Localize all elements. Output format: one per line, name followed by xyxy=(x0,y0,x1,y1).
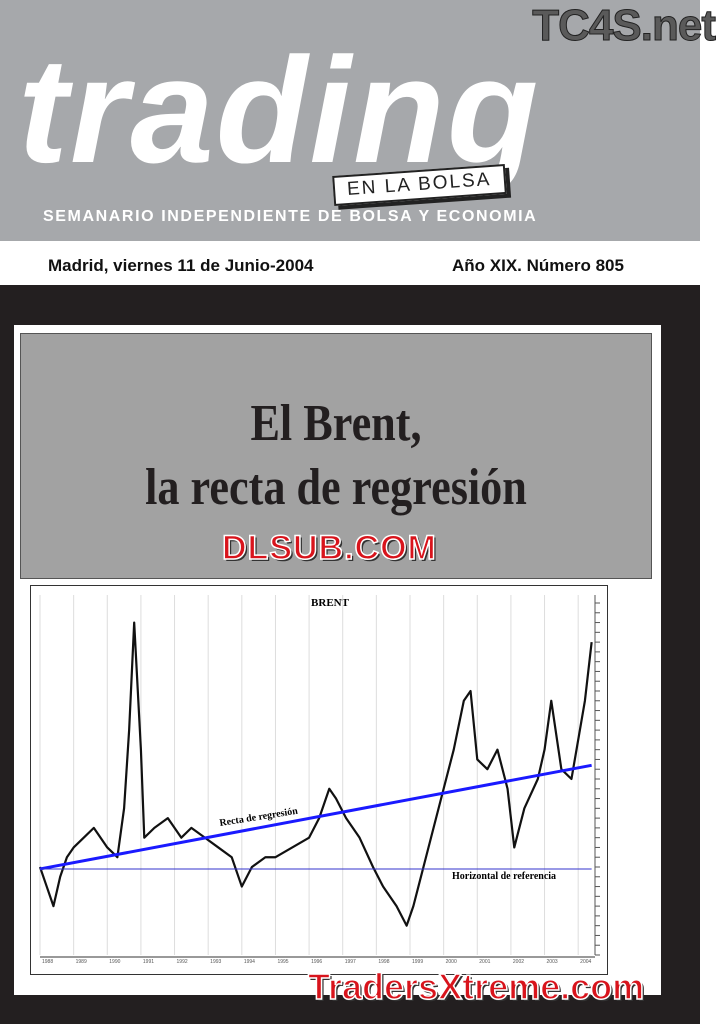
x-tick-label: 1996 xyxy=(311,959,322,965)
watermark-top: TC4S.net xyxy=(532,1,717,50)
horizontal-label: Horizontal de referencia xyxy=(452,871,556,882)
watermark-middle: DLSUB.COM xyxy=(221,528,437,568)
x-tick-label: 1994 xyxy=(244,959,255,965)
x-tick-label: 1997 xyxy=(345,959,356,965)
x-tick-label: 1998 xyxy=(378,959,389,965)
x-tick-label: 1993 xyxy=(210,959,221,965)
headline: El Brent, la recta de regresión xyxy=(67,392,604,520)
x-tick-label: 1992 xyxy=(177,959,188,965)
headline-line2: la recta de regresión xyxy=(145,459,527,516)
logo: trading xyxy=(18,26,541,194)
headline-line1: El Brent, xyxy=(250,395,422,452)
x-tick-label: 1989 xyxy=(76,959,87,965)
x-tick-label: 1988 xyxy=(42,959,53,965)
issue-date: Madrid, viernes 11 de Junio-2004 xyxy=(48,256,314,275)
watermark-bottom: TradersXtreme.com xyxy=(307,965,645,1008)
brent-chart: BRENT 1988 1989 1990 1991 1992 1993 1994 1995 199… xyxy=(30,585,608,975)
masthead-subtitle: SEMANARIO INDEPENDIENTE DE BOLSA Y ECONO… xyxy=(43,208,538,225)
x-tick-label: 2001 xyxy=(479,959,490,965)
price-line xyxy=(38,621,593,927)
issue-number: Año XIX. Número 805 xyxy=(452,256,624,275)
headline-panel xyxy=(20,333,652,579)
x-tick-label: 2000 xyxy=(446,959,457,965)
regression-line xyxy=(39,763,592,871)
x-tick-label: 1991 xyxy=(143,959,154,965)
x-tick-label: 1999 xyxy=(412,959,423,965)
x-tick-label: 1995 xyxy=(277,959,288,965)
x-tick-label: 2002 xyxy=(513,959,524,965)
x-tick-label: 2004 xyxy=(580,959,591,965)
chart-title: BRENT xyxy=(311,597,350,609)
x-tick-label: 1990 xyxy=(109,959,120,965)
x-tick-label: 2003 xyxy=(547,959,558,965)
